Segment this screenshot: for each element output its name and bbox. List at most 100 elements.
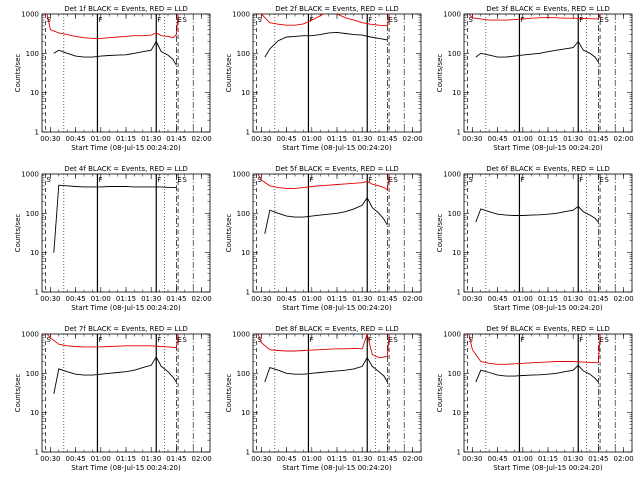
y-tick-label: 10: [30, 409, 39, 417]
event-marker-label: E: [599, 336, 603, 344]
event-marker-label: S: [468, 336, 473, 344]
y-tick-label: 1: [246, 449, 250, 457]
y-tick-label: 1000: [21, 331, 39, 339]
x-tick-label: 01:45: [377, 135, 397, 143]
x-tick-label: 00:45: [277, 295, 297, 303]
x-tick-label: 00:30: [251, 135, 271, 143]
event-marker-label: F: [98, 336, 102, 344]
x-tick-label: 01:00: [91, 295, 111, 303]
series-group: [46, 334, 179, 394]
x-axis-label: Start Time (08-Jul-15 00:24:20): [282, 144, 392, 152]
y-axis-label: Counts/sec: [14, 54, 22, 93]
x-tick-label: 01:15: [116, 455, 136, 463]
event-marker-label: S: [393, 176, 398, 184]
event-marker-label: F: [520, 16, 524, 24]
chart-panel-7: Det 7f BLACK = Events, RED = LLD 1 10 100 10…: [14, 325, 212, 472]
x-tick-label: 01:45: [166, 455, 186, 463]
event-marker-label: E: [177, 336, 181, 344]
event-marker-label: S: [604, 16, 609, 24]
series-group: [258, 14, 390, 58]
event-marker-label: F: [98, 16, 102, 24]
y-tick-label: 1: [457, 129, 461, 137]
y-axis-label: Counts/sec: [225, 54, 233, 93]
x-tick-label: 00:30: [251, 455, 271, 463]
x-tick-label: 01:30: [141, 295, 161, 303]
y-tick-label: 1: [35, 449, 39, 457]
y-tick-label: 1000: [21, 11, 39, 19]
y-tick-label: 100: [237, 50, 250, 58]
event-marker-label: S: [46, 16, 51, 24]
chart-panel-8: Det 8f BLACK = Events, RED = LLD 1 10 100 10…: [225, 325, 423, 472]
x-tick-label: 00:30: [462, 135, 482, 143]
x-tick-label: 00:30: [40, 295, 60, 303]
chart-title: Det 9f BLACK = Events, RED = LLD: [486, 325, 609, 333]
y-tick-label: 1: [246, 129, 250, 137]
event-marker-label: S: [468, 176, 473, 184]
event-marker-label: F: [579, 336, 583, 344]
x-tick-label: 01:15: [538, 135, 558, 143]
series-group: [46, 14, 179, 66]
x-tick-label: 01:15: [538, 295, 558, 303]
x-tick-label: 01:15: [538, 455, 558, 463]
x-axis-label: Start Time (08-Jul-15 00:24:20): [282, 464, 392, 472]
y-tick-label: 100: [26, 370, 39, 378]
x-tick-label: 00:30: [40, 455, 60, 463]
x-tick-label: 01:15: [327, 295, 347, 303]
series-line-red: [468, 334, 601, 365]
x-tick-label: 01:00: [302, 135, 322, 143]
event-marker-label: S: [182, 336, 187, 344]
x-tick-label: 01:45: [166, 295, 186, 303]
chart-title: Det 3f BLACK = Events, RED = LLD: [486, 5, 609, 13]
x-tick-label: 00:30: [462, 295, 482, 303]
event-marker-label: E: [177, 16, 181, 24]
series-line-black: [264, 356, 388, 383]
x-tick-label: 01:45: [166, 135, 186, 143]
event-marker-label: S: [46, 336, 51, 344]
x-axis-label: Start Time (08-Jul-15 00:24:20): [71, 144, 181, 152]
series-group: [468, 14, 601, 63]
x-tick-label: 02:00: [614, 455, 634, 463]
y-tick-label: 10: [241, 249, 250, 257]
series-line-black: [475, 40, 599, 63]
series-line-black: [264, 31, 388, 58]
chart-panel-4: Det 4f BLACK = Events, RED = LLD 1 10 100 10…: [14, 165, 212, 312]
event-marker-label: E: [599, 176, 603, 184]
event-marker-label: F: [579, 176, 583, 184]
series-group: [257, 174, 390, 234]
chart-title: Det 4f BLACK = Events, RED = LLD: [64, 165, 187, 173]
event-marker-label: F: [309, 336, 313, 344]
x-tick-label: 00:30: [462, 455, 482, 463]
event-marker-label: S: [468, 16, 473, 24]
x-tick-label: 01:45: [588, 135, 608, 143]
event-marker-label: F: [157, 176, 161, 184]
x-tick-label: 00:30: [251, 295, 271, 303]
chart-title: Det 7f BLACK = Events, RED = LLD: [64, 325, 187, 333]
x-tick-label: 01:00: [513, 135, 533, 143]
y-tick-label: 100: [448, 370, 461, 378]
event-marker-label: S: [257, 16, 262, 24]
y-tick-label: 100: [448, 50, 461, 58]
x-tick-label: 02:00: [403, 455, 423, 463]
x-tick-label: 02:00: [403, 135, 423, 143]
plot-frame: [252, 333, 422, 453]
event-marker-label: S: [393, 336, 398, 344]
chart-panel-2: Det 2f BLACK = Events, RED = LLD 1 10 100 10…: [225, 5, 423, 152]
y-tick-label: 10: [241, 409, 250, 417]
series-line-red: [468, 14, 601, 21]
event-marker-label: S: [604, 336, 609, 344]
y-tick-label: 1000: [443, 171, 461, 179]
event-marker-label: S: [393, 16, 398, 24]
series-group: [468, 334, 601, 383]
y-axis-label: Counts/sec: [436, 374, 444, 413]
x-axis-label: Start Time (08-Jul-15 00:24:20): [71, 304, 181, 312]
chart-panel-1: Det 1f BLACK = Events, RED = LLD 1 10 100 10…: [14, 5, 212, 152]
series-line-red: [257, 174, 390, 191]
y-tick-label: 1000: [232, 171, 250, 179]
x-axis-label: Start Time (08-Jul-15 00:24:20): [493, 144, 603, 152]
y-tick-label: 1000: [21, 171, 39, 179]
y-tick-label: 1: [457, 289, 461, 297]
event-marker-label: E: [177, 176, 181, 184]
chart-title: Det 1f BLACK = Events, RED = LLD: [64, 5, 187, 13]
y-tick-label: 1: [457, 449, 461, 457]
x-tick-label: 02:00: [614, 135, 634, 143]
